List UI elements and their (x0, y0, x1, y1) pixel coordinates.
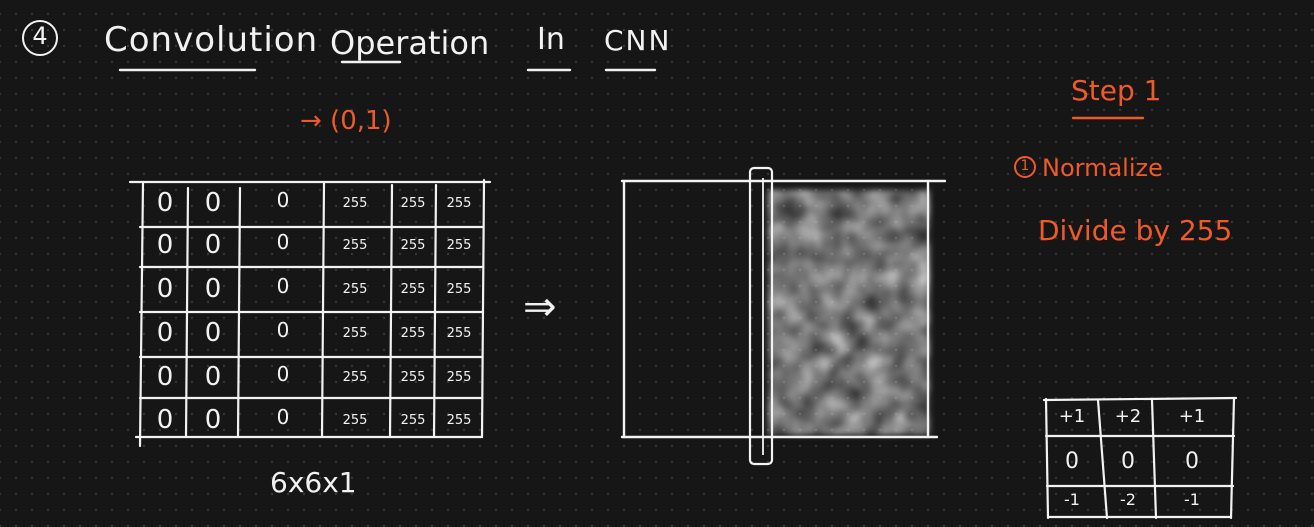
filter-cell: +1 (1058, 406, 1086, 427)
matrix-cell: 0 (156, 405, 174, 435)
matrix-cell: 255 (400, 238, 426, 253)
title-word-in: In (537, 22, 565, 57)
matrix-cell: 0 (204, 188, 222, 218)
range-note: → (0,1) (300, 106, 392, 136)
matrix-grid (128, 178, 492, 448)
image-box-outline (620, 179, 947, 439)
filter-cell: -2 (1120, 490, 1136, 509)
filter-cell: +1 (1178, 406, 1206, 427)
white-region-smudge (768, 190, 930, 435)
filter-cell: -1 (1184, 490, 1200, 509)
matrix-cell: 255 (446, 413, 472, 428)
divide-text: Divide by 255 (1038, 214, 1233, 247)
filter-cell: -1 (1064, 490, 1080, 509)
matrix-cell: 255 (342, 413, 368, 428)
matrix-cell: 0 (276, 318, 290, 342)
matrix-cell: 0 (156, 362, 174, 392)
sliding-window-box (748, 166, 774, 466)
matrix-cell: 0 (276, 362, 290, 386)
normalize-text: Normalize (1042, 154, 1163, 182)
matrix-cell: 0 (204, 274, 222, 304)
matrix-cell: 0 (276, 230, 290, 254)
matrix-cell: 0 (204, 318, 222, 348)
filter-cell: 0 (1065, 449, 1079, 474)
matrix-cell: 0 (204, 362, 222, 392)
matrix-cell: 0 (156, 230, 174, 260)
filter-grid (1042, 396, 1238, 520)
matrix-cell: 0 (204, 405, 222, 435)
matrix-cell: 0 (156, 188, 174, 218)
matrix-cell: 255 (400, 370, 426, 385)
matrix-cell: 255 (342, 370, 368, 385)
matrix-cell: 255 (342, 282, 368, 297)
matrix-cell: 255 (400, 282, 426, 297)
matrix-cell: 0 (156, 274, 174, 304)
matrix-cell: 255 (446, 326, 472, 341)
matrix-cell: 255 (446, 282, 472, 297)
step-circle-number: 1 (1020, 158, 1030, 174)
step-heading: Step 1 (1071, 74, 1162, 107)
matrix-cell: 0 (276, 405, 290, 429)
filter-cell: +2 (1114, 406, 1142, 427)
matrix-cell: 0 (276, 188, 290, 212)
filter-cell: 0 (1121, 449, 1135, 474)
matrix-cell: 255 (446, 196, 472, 211)
matrix-cell: 255 (342, 326, 368, 341)
filter-cell: 0 (1185, 449, 1199, 474)
matrix-cell: 255 (446, 370, 472, 385)
title-word-convolution: Convolution (104, 20, 319, 60)
matrix-cell: 255 (400, 413, 426, 428)
matrix-cell: 0 (276, 274, 290, 298)
matrix-cell: 0 (204, 230, 222, 260)
title-word-operation: Operation (330, 24, 490, 62)
implies-arrow: ⇒ (523, 284, 557, 330)
title-number-circle (22, 20, 58, 56)
title-word-cnn: CNN (604, 24, 672, 57)
matrix-cell: 255 (400, 196, 426, 211)
matrix-cell: 255 (446, 238, 472, 253)
matrix-cell: 0 (156, 318, 174, 348)
matrix-cell: 255 (342, 196, 368, 211)
title-number: 4 (32, 22, 48, 50)
matrix-cell: 255 (400, 326, 426, 341)
matrix-cell: 255 (342, 238, 368, 253)
step-number-circle (1014, 156, 1036, 178)
dimension-label: 6x6x1 (270, 466, 357, 499)
